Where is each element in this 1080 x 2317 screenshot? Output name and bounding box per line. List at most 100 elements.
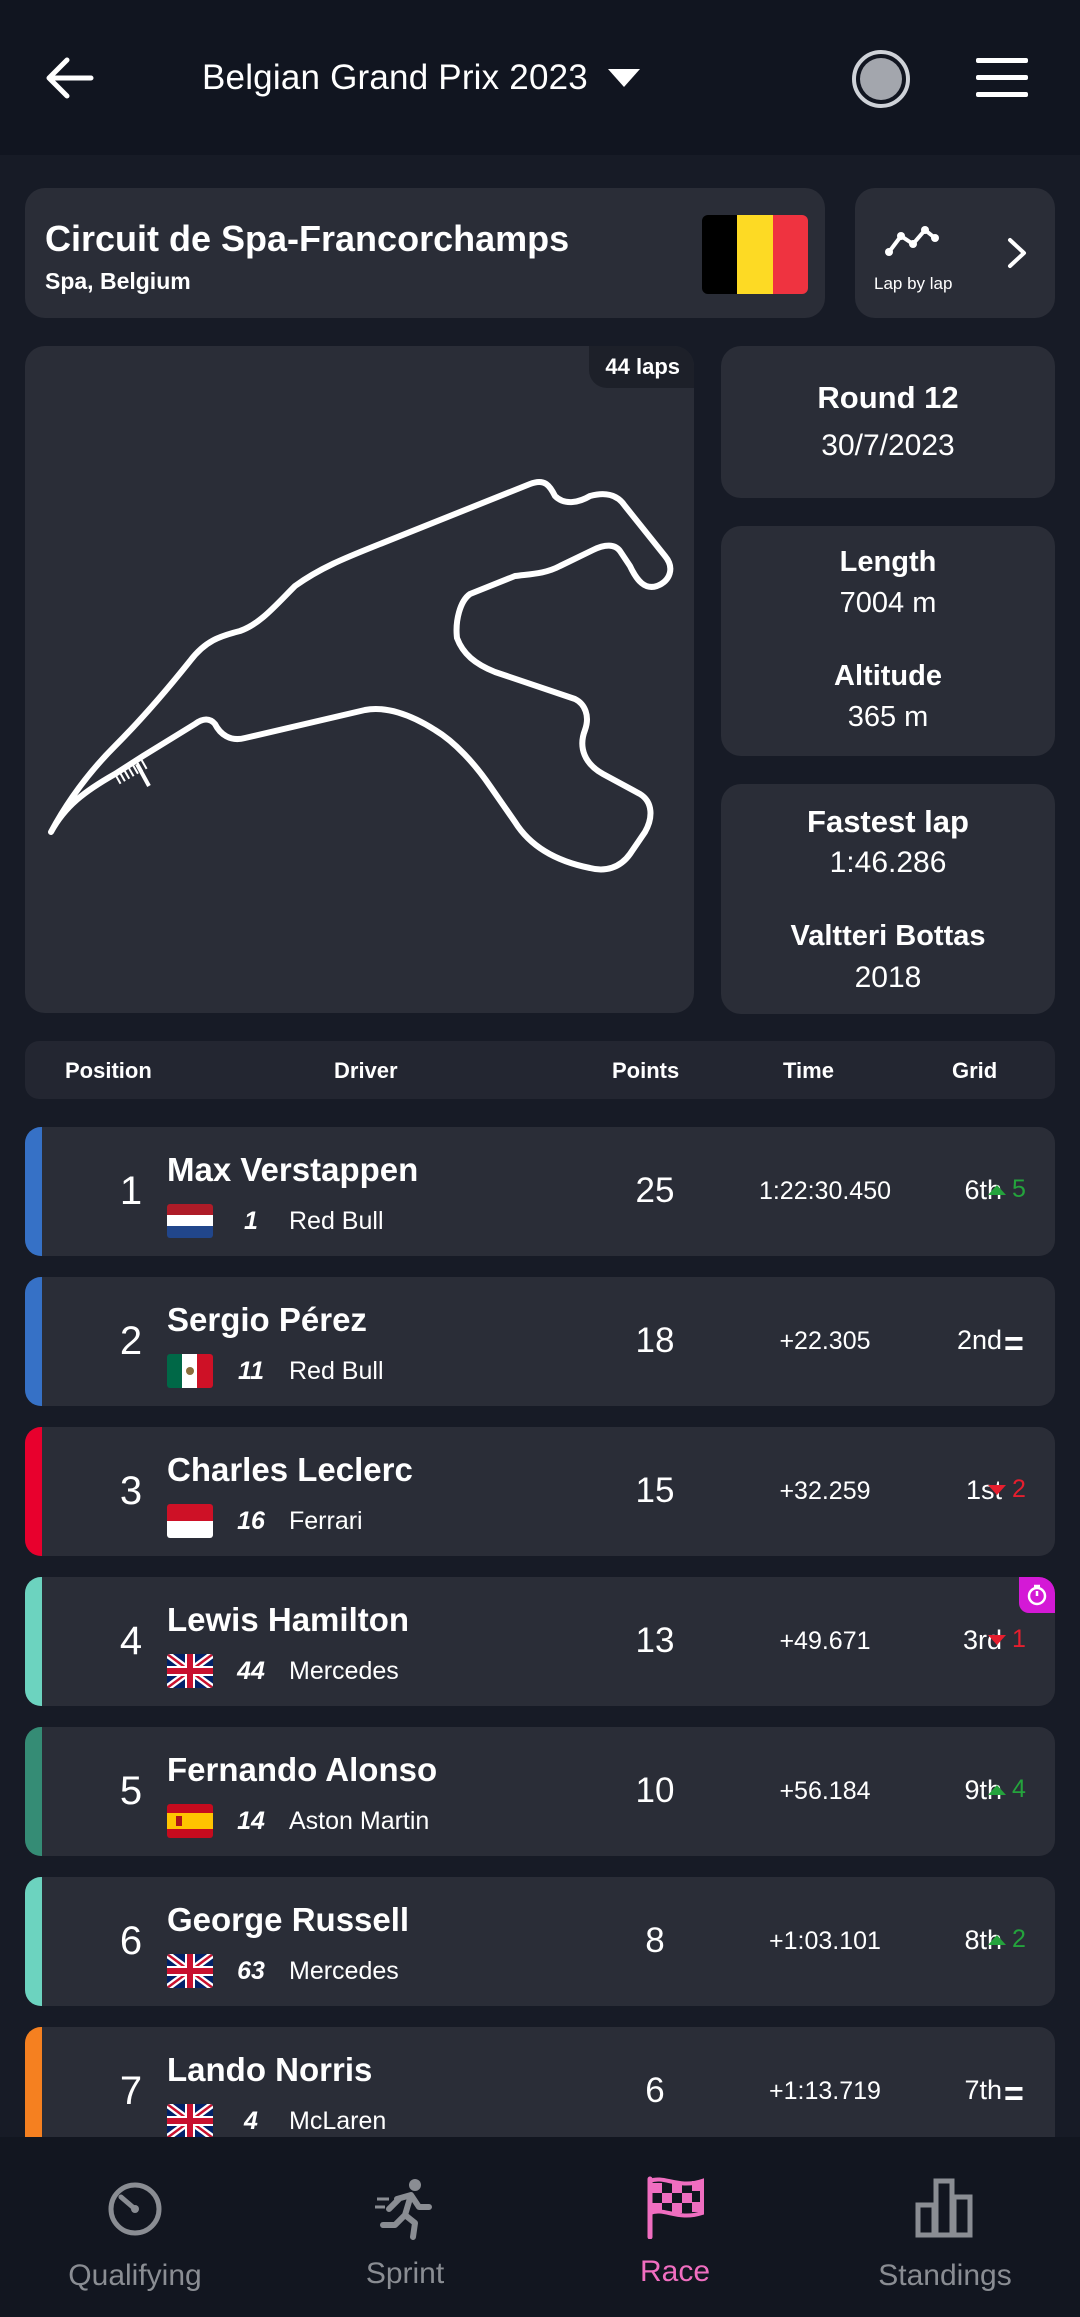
round-number: Round 12 <box>817 380 959 415</box>
nav-label-qualifying: Qualifying <box>68 2259 202 2292</box>
team-color-bar <box>25 1877 42 2006</box>
header-grid: Grid <box>952 1058 998 1083</box>
back-button[interactable] <box>40 48 100 108</box>
fastest-lap-label: Fastest lap <box>807 804 969 839</box>
race-time: +32.259 <box>779 1477 871 1505</box>
nav-tab-sprint[interactable]: Sprint <box>270 2137 540 2317</box>
track-layout-map <box>48 478 674 873</box>
nav-tab-qualifying[interactable]: Qualifying <box>0 2137 270 2317</box>
stopwatch-icon <box>1027 1584 1047 1606</box>
team-name: Mercedes <box>289 1657 399 1685</box>
header-time: Time <box>783 1058 834 1083</box>
nav-tab-standings[interactable]: Standings <box>810 2137 1080 2317</box>
position-change: 1 <box>988 1625 1043 1654</box>
result-row[interactable]: 3 Charles Leclerc 16 Ferrari 15 +32.259 1st 2 <box>25 1427 1055 1556</box>
nationality-flag-icon <box>167 1954 213 1988</box>
position-up-icon <box>988 1934 1006 1945</box>
position-up-icon <box>988 1784 1006 1795</box>
race-time: 1:22:30.450 <box>758 1177 892 1205</box>
position-change-value: 4 <box>1012 1775 1026 1803</box>
team-name: Aston Martin <box>289 1807 430 1835</box>
menu-icon-line <box>976 75 1028 80</box>
race-time: +1:13.719 <box>769 2077 881 2105</box>
record-icon <box>860 58 902 100</box>
points-value: 25 <box>635 1171 675 1210</box>
position-up-icon <box>988 1184 1006 1195</box>
track-map-card: 44 laps <box>25 346 694 1013</box>
checkered-flag-icon <box>647 2176 704 2239</box>
nationality-flag-icon <box>167 1654 213 1688</box>
circuit-card: Circuit de Spa-Francorchamps Spa, Belgiu… <box>25 188 825 318</box>
nationality-flag-icon <box>167 1354 213 1388</box>
bottom-navigation: Qualifying Sprint <box>0 2137 1080 2317</box>
points-value: 15 <box>635 1471 675 1510</box>
points-value: 18 <box>635 1321 675 1360</box>
app-header: Belgian Grand Prix 2023 <box>0 0 1080 155</box>
header-driver: Driver <box>334 1058 398 1083</box>
race-title: Belgian Grand Prix 2023 <box>202 58 588 97</box>
flag-stripe-black <box>702 215 738 294</box>
race-selector-dropdown[interactable]: Belgian Grand Prix 2023 <box>202 50 640 106</box>
flag-stripe-red <box>772 215 808 294</box>
driver-name: Lando Norris <box>167 2051 373 2088</box>
position-change-value: 5 <box>1012 1175 1026 1203</box>
team-color-bar <box>25 2027 42 2156</box>
menu-icon-line <box>976 92 1028 97</box>
nationality-flag-icon <box>167 1504 213 1538</box>
points-value: 13 <box>635 1621 675 1660</box>
points-value: 8 <box>645 1921 665 1960</box>
position-change-value: 2 <box>1012 1925 1026 1953</box>
lap-by-lap-label: Lap by lap <box>874 274 953 293</box>
position-unchanged-icon: = <box>1004 2075 1024 2113</box>
points-value: 10 <box>635 1771 675 1810</box>
fastest-lap-year: 2018 <box>854 961 922 994</box>
finish-position: 4 <box>119 1619 143 1663</box>
hamburger-menu-button[interactable] <box>976 58 1032 98</box>
position-change-value: 1 <box>1012 1625 1026 1653</box>
belgium-flag-icon <box>702 215 808 294</box>
team-name: Ferrari <box>289 1507 363 1535</box>
fastest-lap-badge <box>1019 1577 1055 1613</box>
driver-name: George Russell <box>167 1901 410 1938</box>
bar-chart-icon <box>915 2178 973 2238</box>
team-color-bar <box>25 1277 42 1406</box>
position-change: = <box>988 2075 1043 2114</box>
result-row[interactable]: 1 Max Verstappen 1 Red Bull 25 1:22:30.450 6th… <box>25 1127 1055 1256</box>
flag-stripe-yellow <box>737 215 773 294</box>
length-value: 7004 m <box>839 587 937 619</box>
team-name: Red Bull <box>289 1357 384 1385</box>
driver-name: Charles Leclerc <box>167 1451 413 1488</box>
finish-position: 1 <box>119 1169 143 1213</box>
team-color-bar <box>25 1127 42 1256</box>
position-change: 5 <box>988 1175 1043 1204</box>
result-row[interactable]: 7 Lando Norris 4 McLaren 6 +1:13.719 7th = <box>25 2027 1055 2156</box>
result-row[interactable]: 6 George Russell 63 Mercedes 8 +1:03.101 8th 2 <box>25 1877 1055 2006</box>
result-row[interactable]: 5 Fernando Alonso 14 Aston Martin 10 +56.184 9… <box>25 1727 1055 1856</box>
fastest-lap-driver: Valtteri Bottas <box>790 920 986 952</box>
results-table-header: Position Driver Points Time Grid <box>25 1041 1055 1099</box>
menu-icon-line <box>976 58 1028 63</box>
driver-number: 4 <box>244 2107 258 2135</box>
nav-tab-race[interactable]: Race <box>540 2137 810 2317</box>
lap-by-lap-button[interactable]: Lap by lap <box>855 188 1055 318</box>
finish-position: 6 <box>119 1919 143 1963</box>
result-row[interactable]: 2 Sergio Pérez 11 Red Bull 18 +22.305 2nd = <box>25 1277 1055 1406</box>
driver-name: Fernando Alonso <box>167 1751 438 1788</box>
result-row[interactable]: 4 Lewis Hamilton 44 Mercedes 13 +49.671 3rd 1 <box>25 1577 1055 1706</box>
nav-label-sprint: Sprint <box>365 2257 445 2290</box>
driver-number: 44 <box>237 1657 265 1685</box>
driver-name: Sergio Pérez <box>167 1301 367 1338</box>
length-label: Length <box>839 546 937 578</box>
nationality-flag-icon <box>167 1204 213 1238</box>
team-color-bar <box>25 1727 42 1856</box>
race-date: 30/7/2023 <box>821 429 955 462</box>
record-button[interactable] <box>852 50 910 108</box>
team-name: Mercedes <box>289 1957 399 1985</box>
position-down-icon <box>988 1634 1006 1645</box>
nationality-flag-icon <box>167 1804 213 1838</box>
driver-number: 16 <box>237 1507 265 1535</box>
nav-label-standings: Standings <box>878 2259 1012 2292</box>
caret-down-icon <box>607 69 640 87</box>
chevron-right-icon <box>1008 238 1026 268</box>
